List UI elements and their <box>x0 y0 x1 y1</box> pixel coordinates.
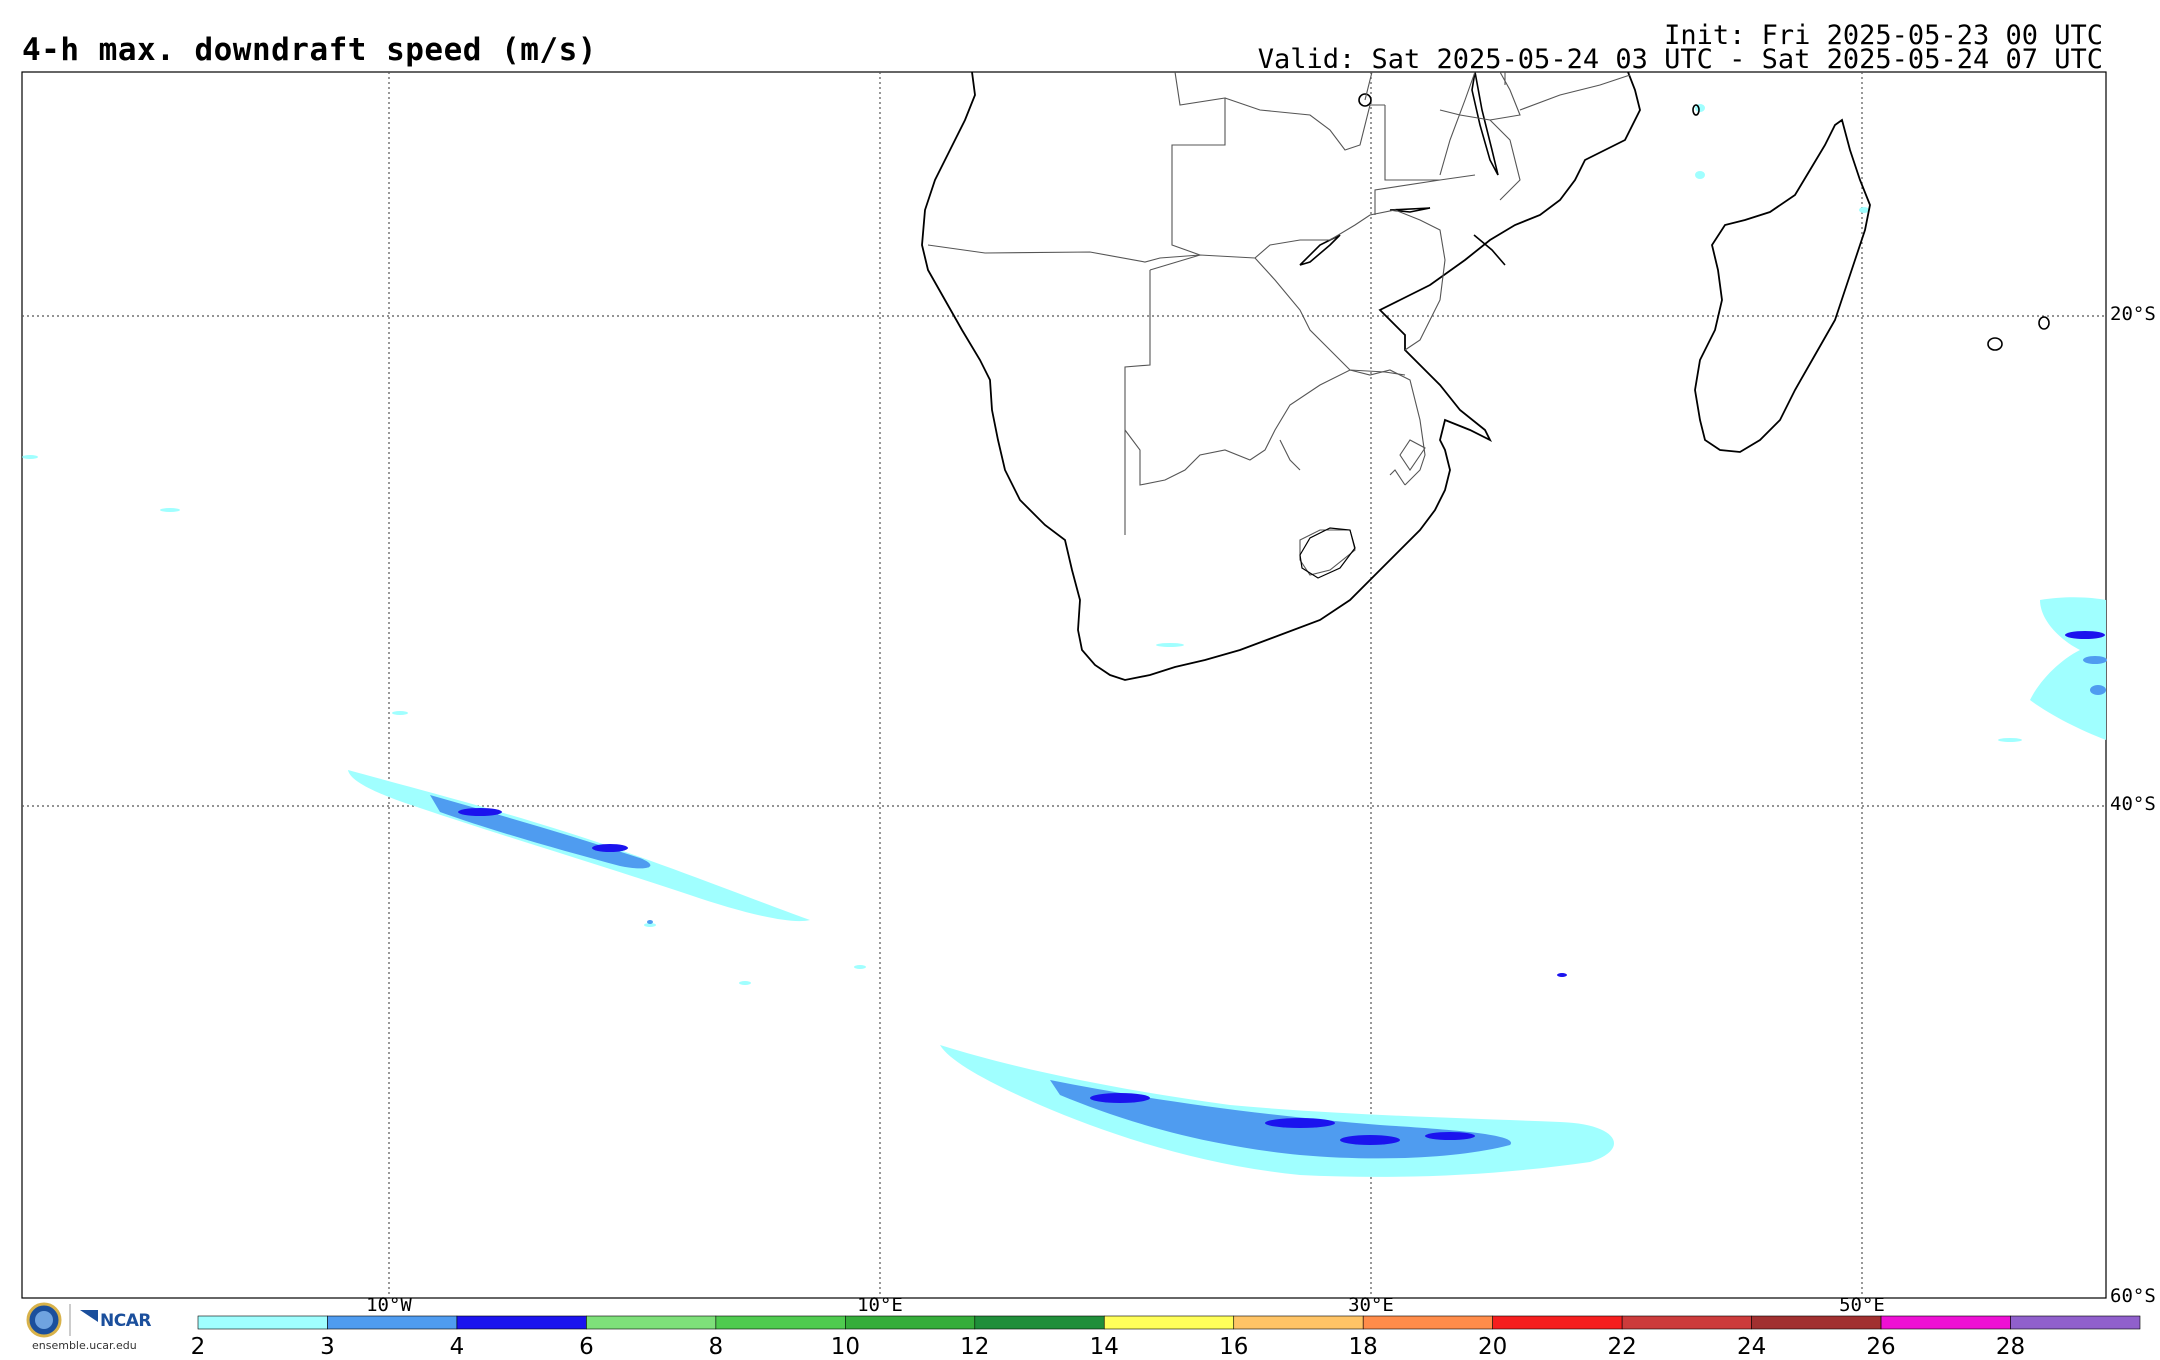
country-borders <box>927 71 1631 576</box>
nsf-logo-icon <box>26 1302 98 1338</box>
map-title: 4-h max. downdraft speed (m/s) <box>22 32 597 68</box>
colorbar-tick-label: 8 <box>708 1334 724 1360</box>
lon-label-50e: 50°E <box>1839 1294 1885 1316</box>
colorbar-swatch <box>2010 1315 2141 1330</box>
colorbar <box>197 1315 2141 1330</box>
colorbar-tick-label: 24 <box>1736 1334 1767 1360</box>
colorbar-swatch <box>715 1315 846 1330</box>
lake-kivu <box>1358 93 1372 107</box>
colorbar-swatch <box>1492 1315 1623 1330</box>
colorbar-swatch <box>327 1315 458 1330</box>
reunion-island <box>1987 337 2003 351</box>
comoros-island <box>1692 104 1700 116</box>
colorbar-swatch <box>845 1315 976 1330</box>
colorbar-tick-label: 20 <box>1478 1334 1508 1360</box>
colorbar-swatch <box>456 1315 587 1330</box>
lake-malawi <box>1471 71 1499 176</box>
colorbar-swatch <box>1621 1315 1752 1330</box>
lake-kariba <box>1299 234 1341 266</box>
colorbar-tick-label: 2 <box>190 1334 206 1360</box>
downdraft-band-southern <box>940 1045 1614 1177</box>
colorbar-swatch <box>197 1315 328 1330</box>
colorbar-swatch <box>1233 1315 1364 1330</box>
colorbar-swatch <box>974 1315 1105 1330</box>
lake-chilwa <box>1473 234 1506 266</box>
lake-cahora-bassa <box>1389 207 1431 213</box>
lon-label-10e: 10°E <box>857 1294 903 1316</box>
graticule <box>22 72 2106 1298</box>
downdraft-band-east <box>2030 597 2107 740</box>
colorbar-tick-label: 22 <box>1607 1334 1637 1360</box>
ncar-logo-icon <box>80 1310 98 1322</box>
lon-label-30e: 30°E <box>1348 1294 1394 1316</box>
colorbar-swatch <box>1880 1315 2011 1330</box>
colorbar-tick-label: 18 <box>1348 1334 1378 1360</box>
colorbar-swatch <box>1362 1315 1493 1330</box>
africa-coastline <box>921 71 1641 681</box>
colorbar-tick-label: 28 <box>1995 1334 2026 1360</box>
colorbar-tick-label: 26 <box>1866 1334 1896 1360</box>
ncar-logo-text: NCAR <box>100 1311 151 1331</box>
valid-time: Valid: Sat 2025-05-24 03 UTC - Sat 2025-… <box>1257 44 2103 75</box>
colorbar-swatch <box>1751 1315 1882 1330</box>
lon-label-10w: 10°W <box>366 1294 412 1316</box>
colorbar-tick-label: 14 <box>1089 1334 1119 1360</box>
colorbar-swatch <box>586 1315 717 1330</box>
lesotho-border <box>1299 527 1356 579</box>
lat-label-20s: 20°S <box>2110 303 2156 325</box>
colorbar-tick-label: 3 <box>320 1334 335 1360</box>
lat-label-40s: 40°S <box>2110 793 2156 815</box>
downdraft-band-atlantic <box>348 770 810 922</box>
colorbar-swatch <box>1103 1315 1235 1330</box>
colorbar-tick-label: 12 <box>960 1334 990 1360</box>
mauritius-island <box>2038 316 2050 330</box>
lat-label-60s: 60°S <box>2110 1285 2156 1307</box>
colorbar-tick-label: 6 <box>579 1334 594 1360</box>
colorbar-tick-label: 16 <box>1219 1334 1249 1360</box>
madagascar-coastline <box>1694 118 1871 453</box>
colorbar-tick-label: 4 <box>449 1334 465 1360</box>
source-url: ensemble.ucar.edu <box>32 1339 137 1352</box>
colorbar-tick-label: 10 <box>830 1334 860 1360</box>
init-time: Init: Fri 2025-05-23 00 UTC <box>1664 20 2103 51</box>
branding <box>22 1300 162 1352</box>
